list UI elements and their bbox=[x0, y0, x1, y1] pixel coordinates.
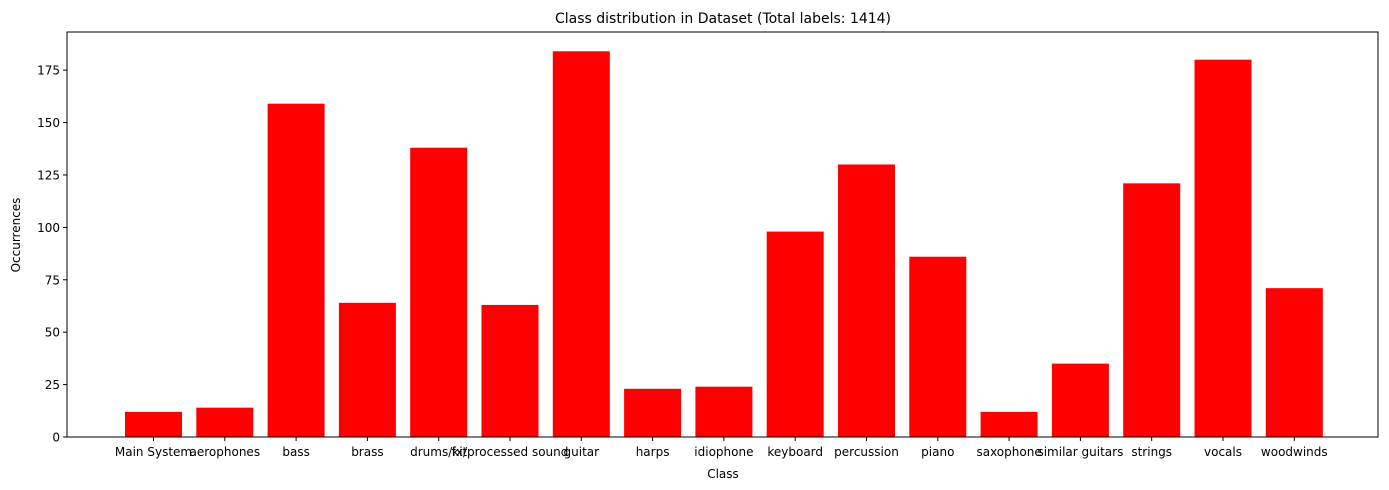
x-tick-label: saxophone bbox=[976, 445, 1041, 459]
x-tick-label: harps bbox=[636, 445, 670, 459]
y-tick-label: 100 bbox=[37, 221, 60, 235]
y-tick-label: 150 bbox=[37, 116, 60, 130]
x-tick-label: piano bbox=[921, 445, 954, 459]
x-axis-label: Class bbox=[707, 467, 739, 481]
x-tick-label: idiophone bbox=[694, 445, 753, 459]
y-tick-label: 125 bbox=[37, 168, 60, 182]
bar-5 bbox=[481, 304, 539, 437]
bar-14 bbox=[1123, 183, 1181, 437]
plot-area-frame bbox=[66, 31, 1379, 438]
x-tick-label: strings bbox=[1131, 445, 1172, 459]
bar-8 bbox=[695, 386, 753, 437]
chart-title: Class distribution in Dataset (Total lab… bbox=[555, 11, 891, 27]
bar-12 bbox=[980, 411, 1038, 437]
bar-0 bbox=[125, 411, 182, 437]
x-tick-label: keyboard bbox=[767, 445, 823, 459]
y-tick-label: 175 bbox=[37, 64, 60, 78]
bar-13 bbox=[1051, 363, 1109, 437]
x-tick-label: brass bbox=[351, 445, 383, 459]
x-tick-label: similar guitars bbox=[1037, 445, 1123, 459]
bar-15 bbox=[1194, 59, 1252, 438]
x-tick-label: bass bbox=[282, 445, 309, 459]
x-tick-label: percussion bbox=[834, 445, 899, 459]
bar-2 bbox=[267, 103, 325, 437]
y-tick-label: 50 bbox=[45, 326, 60, 340]
bar-6 bbox=[552, 51, 610, 437]
x-tick-label: guitar bbox=[564, 445, 600, 459]
x-tick-label: Main System bbox=[115, 445, 192, 459]
x-tick-label: woodwinds bbox=[1261, 445, 1328, 459]
y-tick-label: 0 bbox=[52, 431, 60, 445]
bar-9 bbox=[766, 231, 824, 437]
y-tick-label: 25 bbox=[45, 378, 60, 392]
bar-3 bbox=[338, 302, 396, 437]
y-axis-ticks: 0 25 50 75 100 125 150 175 bbox=[37, 64, 67, 445]
bars-group bbox=[125, 51, 1323, 438]
x-tick-label: drums/kit bbox=[410, 445, 467, 459]
bar-4 bbox=[410, 147, 468, 437]
x-tick-label: vocals bbox=[1204, 445, 1242, 459]
x-tick-label: aerophones bbox=[190, 445, 261, 459]
bar-7 bbox=[624, 388, 682, 437]
y-tick-label: 75 bbox=[45, 273, 60, 287]
bar-16 bbox=[1265, 288, 1323, 437]
bar-1 bbox=[196, 407, 254, 437]
y-axis-label: Occurrences bbox=[9, 198, 23, 273]
bar-10 bbox=[838, 164, 895, 438]
bar-11 bbox=[909, 256, 967, 437]
x-tick-label: fx/processed sound bbox=[452, 445, 569, 459]
